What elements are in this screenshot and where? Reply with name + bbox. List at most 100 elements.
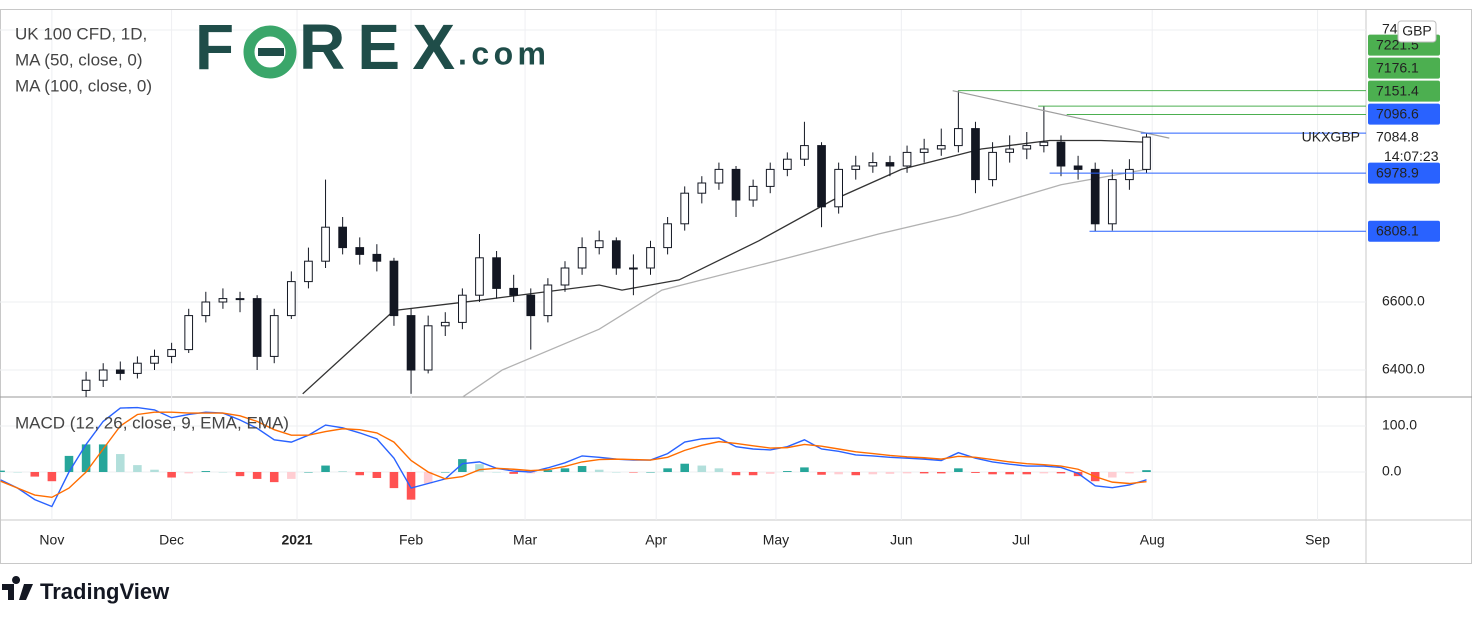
- candle-body: [1005, 148, 1015, 153]
- logo-suffix: .com: [458, 35, 546, 71]
- candle-body: [133, 362, 142, 374]
- ma-legend: MA (100, close, 0): [15, 76, 152, 95]
- symbol-title: UK 100 CFD, 1D,: [15, 24, 147, 43]
- histogram-bar: [680, 463, 689, 473]
- histogram-bar: [150, 469, 159, 473]
- histogram-bar: [919, 472, 929, 474]
- price-badge-label: 6978.9: [1376, 164, 1419, 180]
- candle-body: [902, 151, 912, 167]
- histogram-bar: [167, 472, 176, 478]
- histogram-bar: [372, 472, 382, 478]
- candle-body: [1056, 141, 1066, 167]
- price-badge-label: 7151.4: [1376, 82, 1419, 98]
- x-tick-label: Aug: [1140, 532, 1165, 548]
- histogram-bar: [954, 468, 963, 473]
- price-badge-label: 7096.6: [1376, 105, 1419, 121]
- candle-body: [577, 247, 587, 269]
- candle-body: [731, 168, 741, 201]
- macd-tick-label: 100.0: [1382, 417, 1417, 433]
- candle-body: [509, 287, 519, 296]
- histogram-bar: [560, 468, 570, 473]
- histogram-bar: [389, 472, 399, 489]
- candle-body: [954, 128, 963, 147]
- candle-body: [526, 294, 536, 317]
- candle-body: [1125, 168, 1134, 181]
- histogram-bar: [594, 469, 604, 473]
- logo-text: F: [195, 11, 234, 83]
- candle-body: [885, 162, 895, 167]
- histogram-bar: [577, 466, 587, 473]
- price-badge-label: 6808.1: [1376, 222, 1419, 238]
- countdown: 14:07:23: [1384, 148, 1439, 164]
- currency-label: GBP: [1402, 23, 1432, 39]
- candle-body: [1039, 141, 1049, 147]
- frame: [0, 9, 1472, 564]
- candle-body: [1142, 136, 1151, 170]
- x-tick-label: Dec: [159, 532, 184, 548]
- histogram-bar: [98, 444, 108, 473]
- candle-body: [167, 349, 176, 357]
- histogram-bar: [81, 444, 91, 473]
- candle-body: [269, 315, 279, 357]
- trendline: [952, 90, 1170, 139]
- histogram-bar: [902, 472, 912, 474]
- candle-body: [629, 267, 638, 270]
- candle-body: [817, 145, 826, 208]
- histogram-bar: [663, 468, 672, 473]
- logo-o-bar: [258, 48, 284, 56]
- macd-line: [0, 406, 1147, 508]
- histogram-bar: [47, 472, 57, 482]
- candle-body: [765, 168, 775, 187]
- histogram-bar: [783, 471, 792, 473]
- price-badge: [1368, 57, 1440, 79]
- histogram-bar: [440, 472, 450, 473]
- candle-body: [748, 185, 758, 201]
- currency-badge: [1397, 20, 1437, 43]
- candle-body: [406, 315, 416, 371]
- candle-body: [1022, 145, 1032, 150]
- x-tick-label: Sep: [1305, 532, 1330, 548]
- histogram-bar: [800, 467, 809, 473]
- histogram-bar: [629, 472, 638, 473]
- candle-body: [988, 151, 997, 181]
- logo-o: [243, 25, 297, 79]
- histogram-bar: [731, 472, 741, 476]
- price-badge: [1368, 220, 1440, 242]
- histogram-bar: [612, 472, 621, 473]
- x-tick-label: Nov: [39, 532, 64, 548]
- histogram-bar: [1125, 472, 1134, 474]
- macd-tick-label: 0.0: [1382, 463, 1402, 479]
- histogram-bar: [64, 455, 74, 473]
- candle-body: [714, 168, 724, 184]
- histogram-bar: [817, 472, 826, 475]
- histogram-bar: [116, 454, 125, 473]
- x-tick-label: May: [763, 532, 789, 548]
- signal-line: [0, 411, 1147, 499]
- histogram-bar: [971, 472, 980, 473]
- histogram-bar: [133, 465, 142, 473]
- histogram-bar: [355, 472, 365, 476]
- logo-text: REX: [299, 11, 455, 83]
- candle-body: [919, 148, 929, 153]
- price-badge: [1368, 80, 1440, 102]
- candle-body: [851, 165, 861, 170]
- candle-body: [458, 294, 467, 323]
- x-tick-label: Mar: [513, 532, 537, 548]
- candle-body: [680, 192, 690, 225]
- candle-body: [971, 128, 980, 181]
- histogram-bar: [509, 472, 518, 474]
- histogram-bar: [423, 472, 433, 484]
- candle-body: [440, 321, 450, 327]
- histogram-bar: [851, 472, 861, 476]
- y-tick-label: 6400.0: [1382, 361, 1425, 377]
- histogram-bar: [1022, 472, 1032, 475]
- histogram-bar: [748, 472, 758, 476]
- histogram-bar: [1142, 470, 1151, 473]
- candle-body: [338, 226, 347, 249]
- histogram-bar: [287, 472, 296, 479]
- histogram-bar: [1005, 472, 1014, 475]
- x-tick-label: 2021: [281, 532, 312, 548]
- x-tick-label: Feb: [399, 532, 423, 548]
- candle-body: [594, 240, 604, 249]
